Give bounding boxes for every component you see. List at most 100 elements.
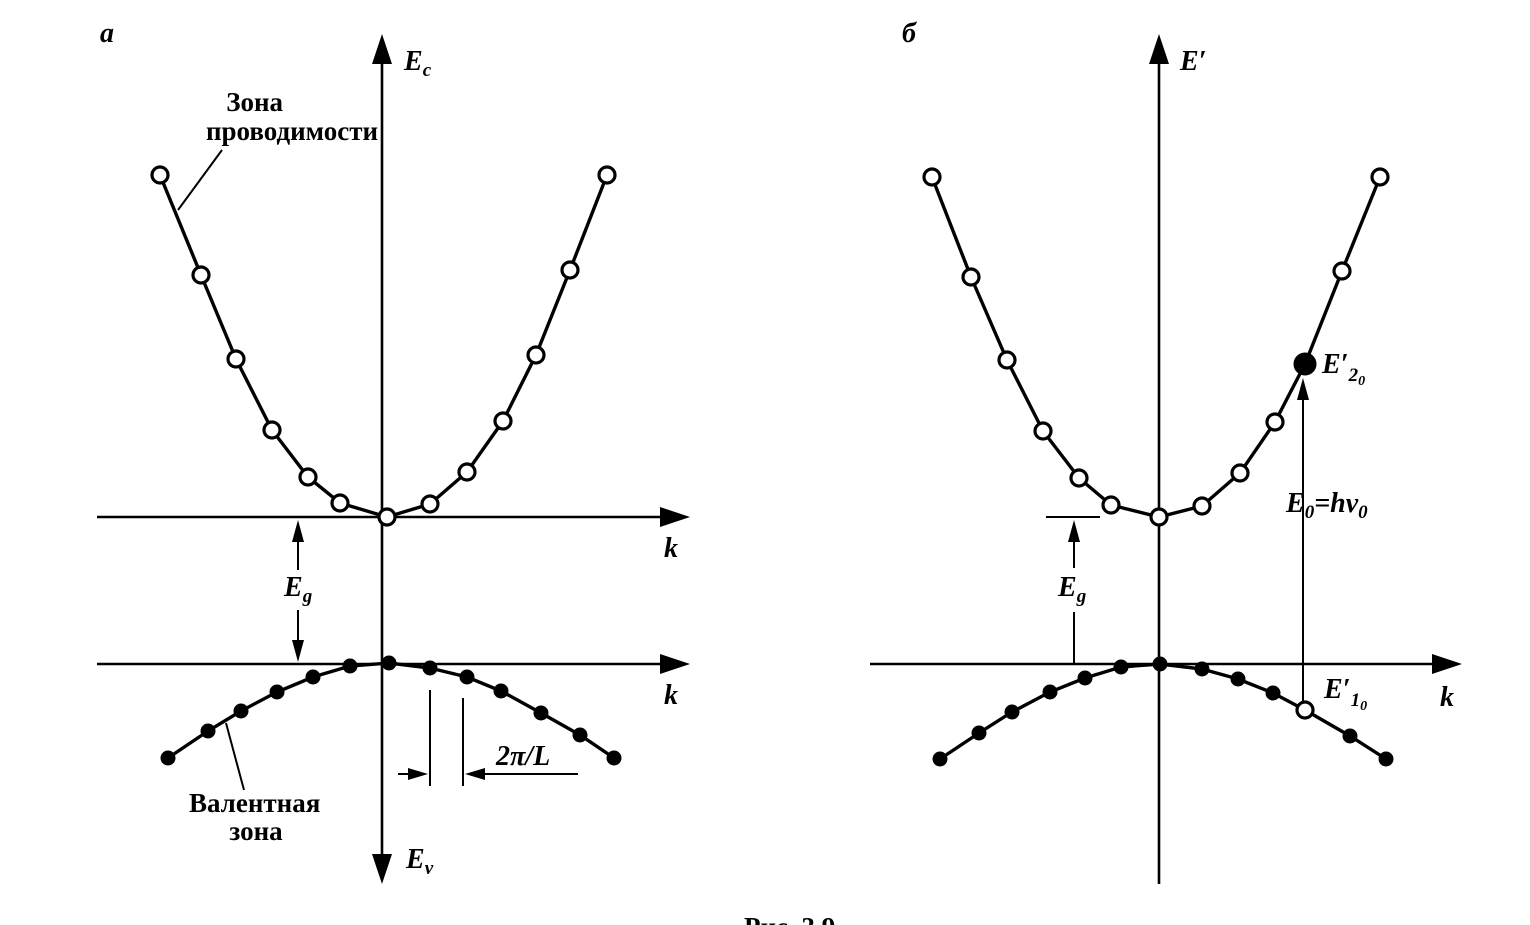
conduction-state bbox=[330, 493, 350, 513]
conduction-state bbox=[961, 267, 981, 287]
conduction-state bbox=[150, 165, 170, 185]
photon-nu-sub: 0 bbox=[1358, 502, 1368, 523]
panel-a-eg-label: Eg bbox=[283, 572, 312, 607]
valence-state bbox=[200, 723, 216, 739]
panel-a-ev-main: E bbox=[405, 844, 425, 875]
conduction-state bbox=[922, 167, 942, 187]
conduction-state bbox=[1033, 421, 1053, 441]
panel-a-ec-main: E bbox=[403, 46, 423, 77]
valence-state bbox=[1152, 656, 1168, 672]
valence-state bbox=[606, 750, 622, 766]
panel-a-conduction-band-curve bbox=[158, 174, 609, 519]
conduction-state-excited bbox=[1293, 352, 1317, 376]
valence-state bbox=[269, 684, 285, 700]
panel-a: а Ec Ev k k Eg bbox=[97, 18, 690, 884]
conduction-state bbox=[1230, 463, 1250, 483]
panel-a-eg-main: E bbox=[283, 572, 303, 603]
e2-subsub: 0 bbox=[1358, 374, 1365, 389]
panel-b-k-arrowhead bbox=[1432, 654, 1462, 674]
e1-level-label: E′10 bbox=[1323, 674, 1367, 714]
photon-energy-label: E0=hν0 bbox=[1285, 488, 1368, 523]
valence-state bbox=[1113, 659, 1129, 675]
photon-equals-hv: =hν bbox=[1314, 488, 1359, 519]
panel-b-eg-main: E bbox=[1057, 572, 1077, 603]
valence-state bbox=[1265, 685, 1281, 701]
conduction-state bbox=[191, 265, 211, 285]
valence-state bbox=[233, 703, 249, 719]
conduction-state bbox=[420, 494, 440, 514]
panel-a-letter: а bbox=[100, 18, 114, 49]
valence-band-label: Валентная зона bbox=[189, 788, 327, 846]
conduction-state bbox=[1101, 495, 1121, 515]
valence-state bbox=[1342, 728, 1358, 744]
spacing-arrowhead-right bbox=[408, 768, 428, 780]
panel-b-conduction-states bbox=[922, 167, 1390, 527]
conduction-state bbox=[226, 349, 246, 369]
conduction-state bbox=[457, 462, 477, 482]
spacing-arrowhead-left bbox=[465, 768, 485, 780]
valence-band-label-line2: зона bbox=[229, 816, 283, 846]
e2-level-label: E′20 bbox=[1321, 349, 1365, 389]
valence-state bbox=[1230, 671, 1246, 687]
valence-band-label-line1: Валентная bbox=[189, 788, 320, 818]
panel-b-eg-sub: g bbox=[1076, 586, 1087, 607]
panel-a-eg-sub: g bbox=[302, 586, 313, 607]
conduction-state bbox=[1332, 261, 1352, 281]
conduction-state bbox=[526, 345, 546, 365]
e2-main: E′ bbox=[1321, 349, 1349, 380]
conduction-band-label: Зона проводимости bbox=[206, 87, 378, 146]
valence-state bbox=[932, 751, 948, 767]
e1-sub: 1 bbox=[1351, 690, 1361, 711]
valence-state bbox=[1077, 670, 1093, 686]
valence-state bbox=[305, 669, 321, 685]
valence-band-leader-line bbox=[225, 722, 245, 791]
valence-state bbox=[1004, 704, 1020, 720]
panel-a-ec-sub: c bbox=[423, 60, 432, 81]
e2-sub: 2 bbox=[1348, 365, 1359, 386]
valence-state bbox=[160, 750, 176, 766]
panel-a-lower-k-arrowhead bbox=[660, 654, 690, 674]
conduction-state bbox=[262, 420, 282, 440]
photon-transition-arrowhead bbox=[1297, 378, 1309, 400]
valence-state bbox=[422, 660, 438, 676]
valence-state bbox=[1042, 684, 1058, 700]
photon-e-sub: 0 bbox=[1305, 502, 1315, 523]
figure-caption: Рис. 3.9 bbox=[744, 912, 835, 925]
panel-b-eg-arrowhead-up bbox=[1068, 520, 1080, 542]
conduction-state bbox=[493, 411, 513, 431]
e1-main: E′ bbox=[1323, 674, 1351, 705]
panel-a-ev-arrowhead bbox=[372, 854, 392, 884]
panel-a-eg-arrowhead-down bbox=[292, 640, 304, 662]
valence-state bbox=[381, 655, 397, 671]
valence-state bbox=[459, 669, 475, 685]
conduction-state bbox=[997, 350, 1017, 370]
conduction-band-label-line1: Зона bbox=[226, 87, 283, 117]
panel-a-ev-label: Ev bbox=[405, 844, 434, 879]
panel-b-axis-label: E′ bbox=[1179, 46, 1207, 77]
conduction-state bbox=[1192, 496, 1212, 516]
valence-state bbox=[1378, 751, 1394, 767]
panel-a-upper-k-label: k bbox=[664, 533, 678, 564]
conduction-band-label-line2: проводимости bbox=[206, 116, 378, 146]
conduction-state bbox=[1149, 507, 1169, 527]
valence-state bbox=[572, 727, 588, 743]
panel-b-conduction-band-curve bbox=[930, 176, 1382, 519]
valence-state-vacant bbox=[1295, 700, 1315, 720]
panel-b-letter: б bbox=[902, 18, 917, 49]
conduction-state bbox=[560, 260, 580, 280]
e1-subsub: 0 bbox=[1360, 699, 1367, 714]
conduction-state bbox=[298, 467, 318, 487]
panel-a-ev-sub: v bbox=[425, 858, 434, 879]
conduction-state bbox=[1069, 468, 1089, 488]
panel-b: б E′ k Eg bbox=[870, 18, 1462, 884]
panel-a-eg-arrowhead-up bbox=[292, 520, 304, 542]
conduction-band-leader-line bbox=[177, 149, 223, 211]
panel-a-lower-k-label: k bbox=[664, 680, 678, 711]
valence-state bbox=[493, 683, 509, 699]
panel-b-axis-arrowhead bbox=[1149, 34, 1169, 64]
panel-a-ec-label: Ec bbox=[403, 46, 432, 81]
spacing-label: 2π/L bbox=[495, 741, 550, 772]
panel-b-valence-states bbox=[932, 656, 1394, 767]
conduction-state bbox=[1265, 412, 1285, 432]
panel-a-upper-k-arrowhead bbox=[660, 507, 690, 527]
